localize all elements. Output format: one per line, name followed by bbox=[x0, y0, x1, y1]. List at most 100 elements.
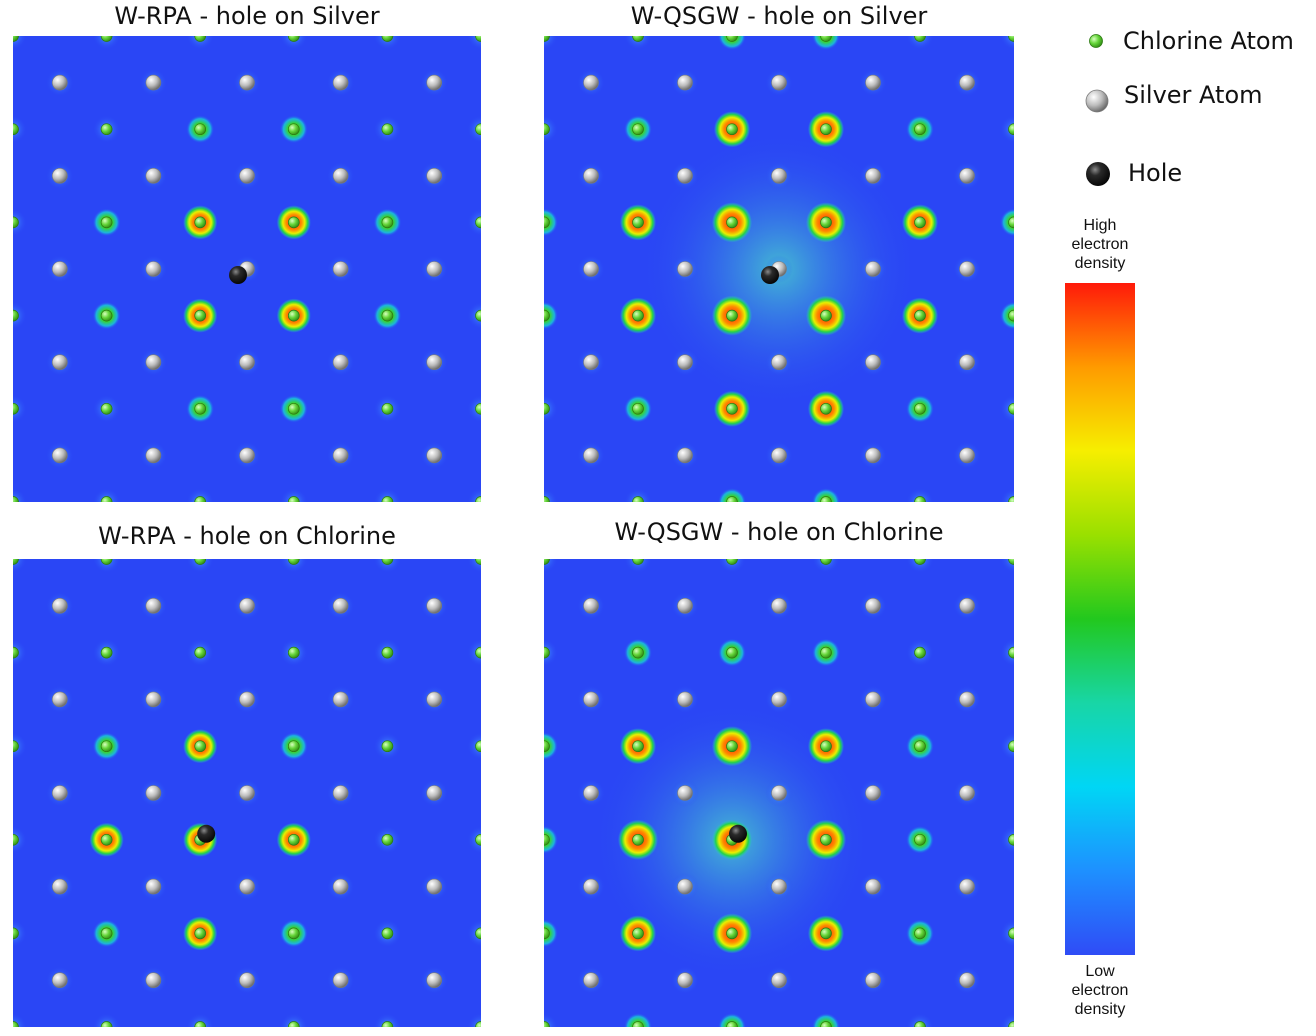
colorbar-high-line-1: High bbox=[1083, 217, 1117, 234]
legend-silver-label: Silver Atom bbox=[1124, 81, 1263, 109]
silver-atom-icon bbox=[1085, 89, 1109, 113]
hole-marker bbox=[729, 824, 747, 843]
chlorine-atom bbox=[914, 123, 926, 136]
density-lobe bbox=[1000, 394, 1014, 423]
silver-atom bbox=[865, 74, 881, 91]
chlorine-atom bbox=[287, 36, 300, 42]
density-lobe bbox=[373, 1013, 402, 1027]
chlorine-atom bbox=[914, 833, 926, 846]
silver-atom bbox=[959, 261, 975, 277]
chlorine-atom bbox=[1008, 646, 1014, 659]
chlorine-atom bbox=[13, 216, 19, 229]
density-lobe bbox=[279, 488, 308, 502]
density-lobe bbox=[718, 559, 746, 573]
density-lobe bbox=[186, 1013, 215, 1027]
chlorine-atom bbox=[632, 1021, 644, 1027]
density-lobe bbox=[906, 36, 934, 50]
density-lobe bbox=[92, 1013, 121, 1027]
silver-atom bbox=[51, 354, 68, 371]
silver-atom bbox=[583, 261, 599, 277]
chlorine-atom bbox=[475, 833, 481, 846]
silver-atom bbox=[771, 447, 787, 464]
chlorine-atom bbox=[1008, 927, 1014, 940]
chlorine-atom bbox=[632, 833, 644, 846]
chlorine-atom bbox=[914, 36, 926, 42]
chlorine-atom bbox=[100, 646, 113, 659]
density-lobe bbox=[13, 115, 27, 144]
colorbar-low-line-3: density bbox=[1074, 1001, 1126, 1018]
chlorine-atom bbox=[287, 309, 300, 322]
chlorine-atom bbox=[914, 216, 926, 229]
chlorine-atom bbox=[820, 402, 832, 415]
colorbar-high-label: High electron density bbox=[1045, 216, 1155, 273]
chlorine-atom bbox=[381, 646, 394, 659]
density-lobe bbox=[13, 394, 27, 423]
density-lobe bbox=[279, 36, 308, 50]
chlorine-atom bbox=[381, 833, 394, 846]
chlorine-atom bbox=[13, 36, 19, 42]
chlorine-atom bbox=[544, 927, 550, 940]
chlorine-atom bbox=[381, 402, 394, 415]
chlorine-atom bbox=[13, 496, 19, 502]
chlorine-atom bbox=[914, 496, 926, 502]
silver-atom bbox=[426, 785, 443, 801]
silver-atom bbox=[583, 785, 599, 801]
chlorine-atom bbox=[100, 833, 113, 846]
panel-title-rpa-silver: W-RPA - hole on Silver bbox=[114, 2, 380, 30]
density-lobe bbox=[544, 394, 558, 423]
chlorine-atom bbox=[1008, 123, 1014, 136]
chlorine-atom bbox=[194, 216, 207, 229]
chlorine-atom bbox=[914, 646, 926, 659]
silver-atom bbox=[583, 691, 599, 708]
chlorine-atom bbox=[287, 496, 300, 502]
density-lobe bbox=[544, 825, 558, 854]
chlorine-atom bbox=[544, 833, 550, 846]
silver-atom bbox=[865, 597, 881, 614]
chlorine-atom bbox=[726, 1021, 738, 1027]
silver-atom bbox=[51, 691, 68, 708]
chlorine-atom bbox=[381, 1021, 394, 1027]
silver-atom bbox=[865, 785, 881, 801]
chlorine-atom bbox=[100, 559, 113, 565]
chlorine-atom bbox=[1008, 559, 1014, 565]
density-lobe bbox=[544, 919, 558, 948]
silver-atom bbox=[145, 168, 162, 184]
hole-icon bbox=[1086, 162, 1110, 186]
density-lobe bbox=[544, 301, 558, 330]
chlorine-atom bbox=[13, 833, 19, 846]
chlorine-atom bbox=[632, 216, 644, 229]
chlorine-atom bbox=[726, 216, 738, 229]
silver-atom bbox=[771, 168, 787, 184]
chlorine-atom bbox=[1008, 1021, 1014, 1027]
silver-atom bbox=[145, 972, 162, 989]
density-lobe bbox=[1000, 208, 1014, 237]
silver-atom bbox=[145, 354, 162, 371]
chlorine-atom bbox=[381, 216, 394, 229]
chlorine-atom bbox=[381, 36, 394, 42]
chlorine-atom bbox=[475, 646, 481, 659]
chlorine-atom bbox=[100, 123, 113, 136]
chlorine-atom bbox=[1008, 740, 1014, 753]
silver-atom bbox=[426, 354, 443, 371]
chlorine-atom bbox=[726, 559, 738, 565]
density-lobe bbox=[1000, 301, 1014, 330]
silver-atom bbox=[677, 447, 693, 464]
density-lobe bbox=[812, 1013, 840, 1027]
density-lobe bbox=[92, 559, 121, 573]
silver-atom bbox=[426, 972, 443, 989]
chlorine-atom bbox=[475, 740, 481, 753]
density-lobe bbox=[467, 919, 481, 948]
silver-atom bbox=[426, 168, 443, 184]
silver-atom bbox=[145, 597, 162, 614]
density-lobe bbox=[544, 732, 558, 761]
silver-atom bbox=[959, 354, 975, 371]
silver-atom bbox=[771, 597, 787, 614]
chlorine-atom bbox=[100, 496, 113, 502]
density-lobe bbox=[373, 488, 402, 502]
silver-atom bbox=[865, 447, 881, 464]
density-lobe bbox=[1000, 115, 1014, 144]
hole-marker bbox=[197, 824, 216, 843]
chlorine-atom bbox=[194, 927, 207, 940]
chlorine-atom bbox=[820, 309, 832, 322]
chlorine-atom bbox=[194, 559, 207, 565]
